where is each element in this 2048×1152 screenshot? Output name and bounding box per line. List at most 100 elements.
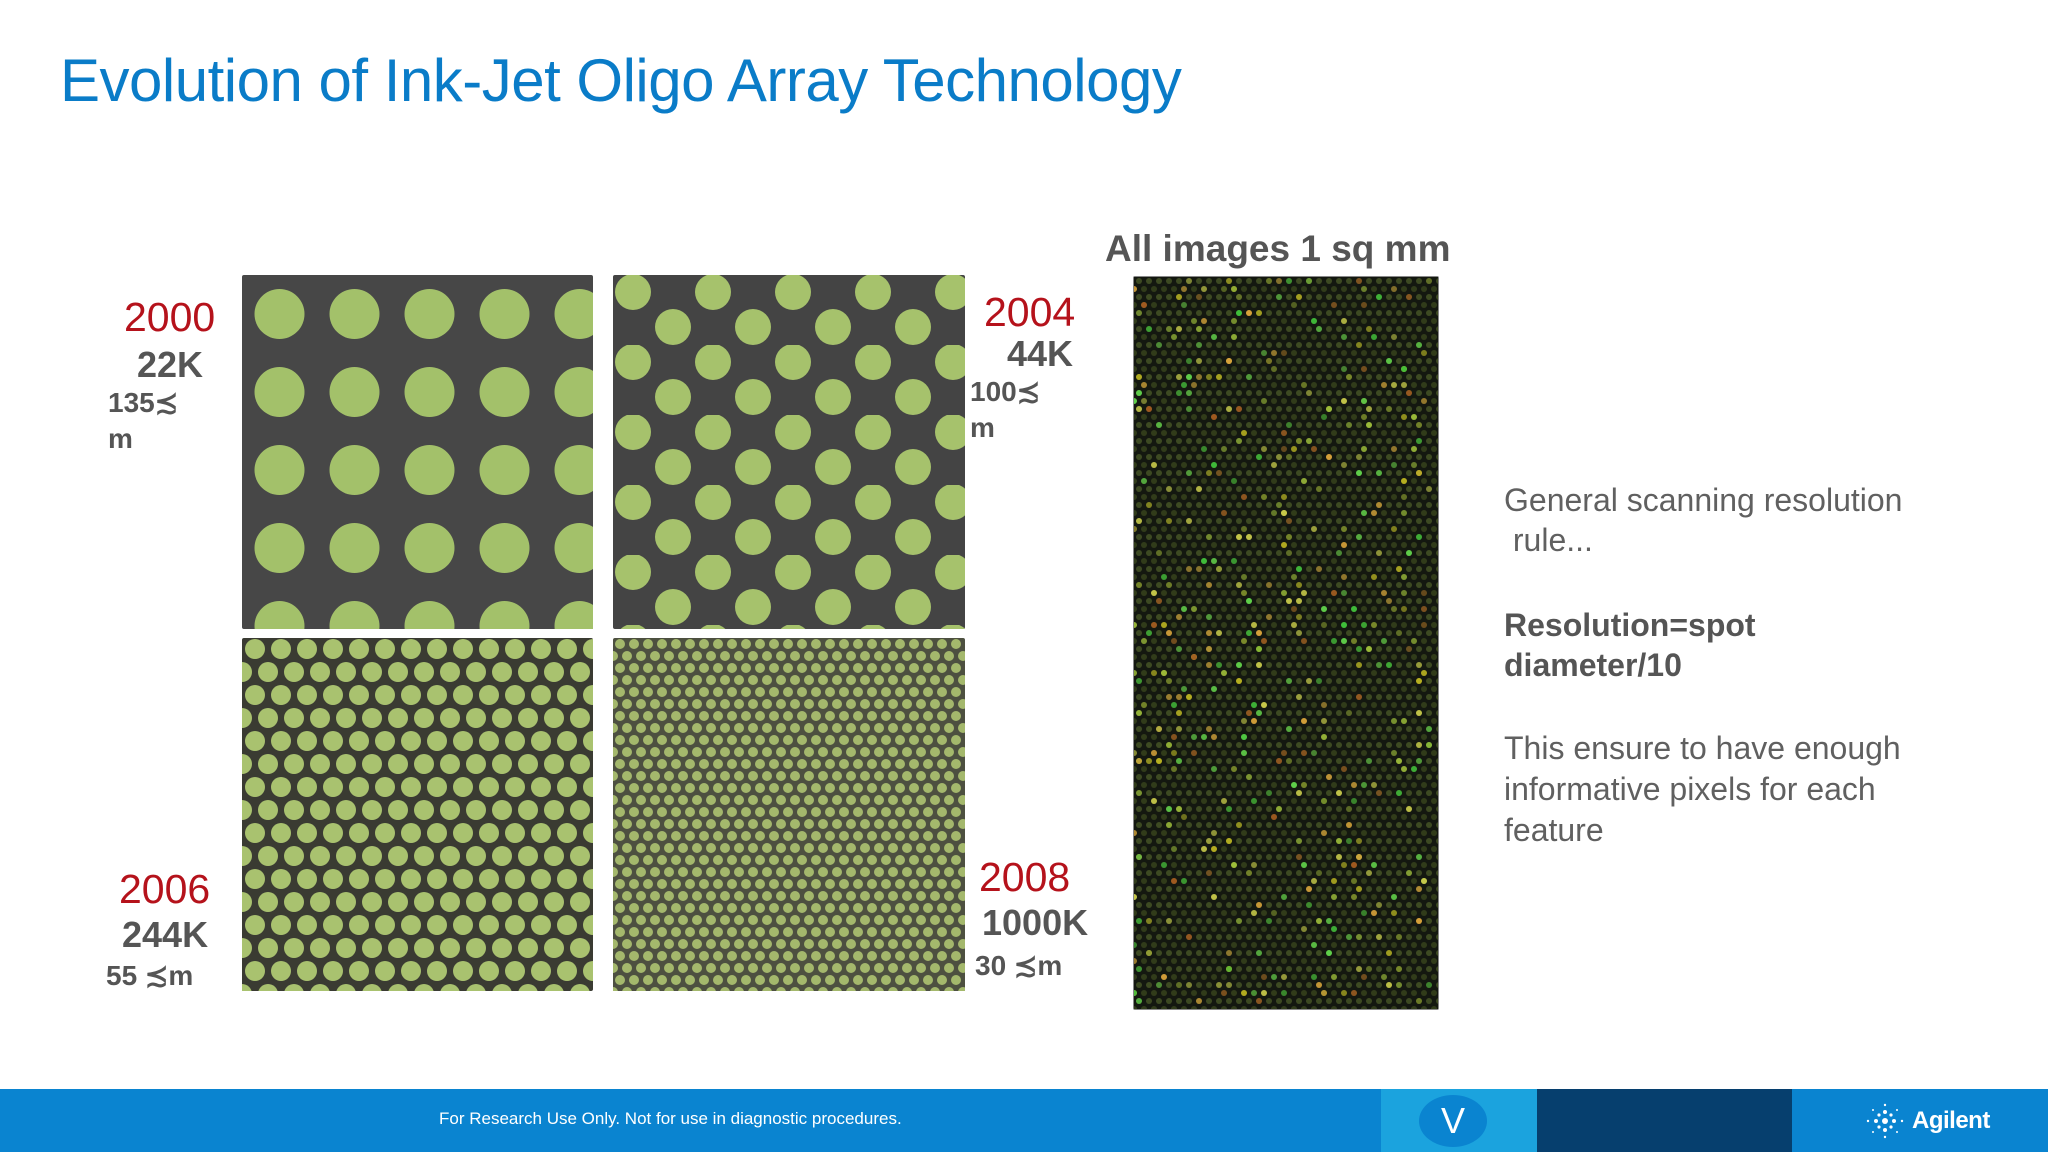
microarray-bright-spot: [1271, 974, 1277, 980]
microarray-bright-spot: [1361, 286, 1367, 292]
microarray-bright-spot: [1206, 630, 1212, 636]
microarray-bright-spot: [1176, 982, 1182, 988]
microarray-bright-spot: [1396, 790, 1402, 796]
microarray-bright-spot: [1306, 278, 1312, 284]
microarray-bright-spot: [1181, 382, 1187, 388]
microarray-bright-spot: [1376, 470, 1382, 476]
microarray-bright-spot: [1176, 614, 1182, 620]
microarray-bright-spot: [1416, 758, 1422, 764]
microarray-bright-spot: [1261, 638, 1267, 644]
footer-bar: For Research Use Only. Not for use in di…: [0, 1089, 2048, 1152]
microarray-bright-spot: [1326, 918, 1332, 924]
microarray-bright-spot: [1376, 902, 1382, 908]
microarray-bright-spot: [1181, 286, 1187, 292]
microarray-bright-spot: [1146, 758, 1152, 764]
microarray-bright-spot: [1376, 550, 1382, 556]
microarray-bright-spot: [1261, 494, 1267, 500]
array-image-2006: [242, 638, 593, 991]
microarray-bright-spot: [1316, 566, 1322, 572]
microarray-bright-spot: [1176, 294, 1182, 300]
microarray-bright-spot: [1261, 990, 1267, 996]
microarray-bright-spot: [1206, 582, 1212, 588]
microarray-bright-spot: [1166, 326, 1172, 332]
microarray-bright-spot: [1376, 790, 1382, 796]
microarray-bright-spot: [1226, 406, 1232, 412]
footer-disclaimer: For Research Use Only. Not for use in di…: [439, 1109, 902, 1128]
microarray-bright-spot: [1246, 598, 1252, 604]
microarray-bright-spot: [1281, 350, 1287, 356]
microarray-bright-spot: [1346, 934, 1352, 940]
microarray-bright-spot: [1146, 918, 1152, 924]
note-para-line-3: feature: [1504, 812, 1604, 848]
microarray-bright-spot: [1291, 446, 1297, 452]
microarray-bright-spot: [1251, 798, 1257, 804]
microarray-bright-spot: [1396, 758, 1402, 764]
microarray-bright-spot: [1376, 934, 1382, 940]
microarray-bright-spot: [1286, 678, 1292, 684]
microarray-bright-spot: [1311, 526, 1317, 532]
microarray-bright-spot: [1221, 510, 1227, 516]
microarray-bright-spot: [1396, 966, 1402, 972]
microarray-bright-spot: [1151, 750, 1157, 756]
microarray-bright-spot: [1136, 710, 1142, 716]
microarray-bright-spot: [1236, 662, 1242, 668]
slide-title: Evolution of Ink-Jet Oligo Array Technol…: [60, 47, 1182, 114]
microarray-bright-spot: [1196, 374, 1202, 380]
microarray-bright-spot: [1256, 950, 1262, 956]
microarray-bright-spot: [1401, 494, 1407, 500]
microarray-bright-spot: [1291, 302, 1297, 308]
microarray-bright-spot: [1341, 590, 1347, 596]
microarray-bright-spot: [1236, 822, 1242, 828]
microarray-bright-spot: [1186, 390, 1192, 396]
microarray-bright-spot: [1341, 638, 1347, 644]
microarray-bright-spot: [1406, 550, 1412, 556]
microarray-bright-spot: [1226, 806, 1232, 812]
microarray-bright-spot: [1301, 782, 1307, 788]
microarray-bright-spot: [1256, 646, 1262, 652]
microarray-bright-spot: [1161, 622, 1167, 628]
microarray-bright-spot: [1381, 638, 1387, 644]
microarray-bright-spot: [1286, 758, 1292, 764]
microarray-bright-spot: [1236, 438, 1242, 444]
image-scale-caption: All images 1 sq mm: [1105, 228, 1451, 269]
microarray-bright-spot: [1161, 974, 1167, 980]
microarray-bright-spot: [1161, 670, 1167, 676]
microarray-bright-spot: [1226, 358, 1232, 364]
microarray-bright-spot: [1321, 798, 1327, 804]
microarray-bright-spot: [1156, 598, 1162, 604]
microarray-bright-spot: [1356, 470, 1362, 476]
microarray-bright-spot: [1391, 526, 1397, 532]
microarray-bright-spot: [1136, 582, 1142, 588]
array-image-2004: [613, 275, 965, 629]
microarray-bright-spot: [1136, 966, 1142, 972]
microarray-bright-spot: [1191, 318, 1197, 324]
microarray-bright-spot: [1171, 766, 1177, 772]
microarray-bright-spot: [1356, 854, 1362, 860]
microarray-bright-spot: [1156, 726, 1162, 732]
microarray-bright-spot: [1401, 478, 1407, 484]
microarray-bright-spot: [1136, 390, 1142, 396]
microarray-bright-spot: [1401, 590, 1407, 596]
microarray-bright-spot: [1216, 566, 1222, 572]
microarray-bright-spot: [1136, 310, 1142, 316]
microarray-bright-spot: [1241, 718, 1247, 724]
microarray-bright-spot: [1201, 558, 1207, 564]
microarray-bright-spot: [1321, 734, 1327, 740]
microarray-bright-spot: [1371, 574, 1377, 580]
microarray-bright-spot: [1401, 414, 1407, 420]
microarray-bright-spot: [1171, 734, 1177, 740]
spot-size-2008: 30 ≾m: [975, 950, 1063, 981]
microarray-bright-spot: [1306, 886, 1312, 892]
microarray-bright-spot: [1226, 982, 1232, 988]
microarray-bright-spot: [1286, 550, 1292, 556]
microarray-bright-spot: [1146, 406, 1152, 412]
microarray-bright-spot: [1166, 518, 1172, 524]
microarray-bright-spot: [1176, 726, 1182, 732]
microarray-bright-spot: [1246, 774, 1252, 780]
microarray-bright-spot: [1281, 542, 1287, 548]
microarray-bright-spot: [1326, 406, 1332, 412]
microarray-bright-spot: [1236, 918, 1242, 924]
microarray-bright-spot: [1261, 702, 1267, 708]
microarray-spots: [1131, 277, 1438, 1009]
microarray-bright-spot: [1341, 398, 1347, 404]
